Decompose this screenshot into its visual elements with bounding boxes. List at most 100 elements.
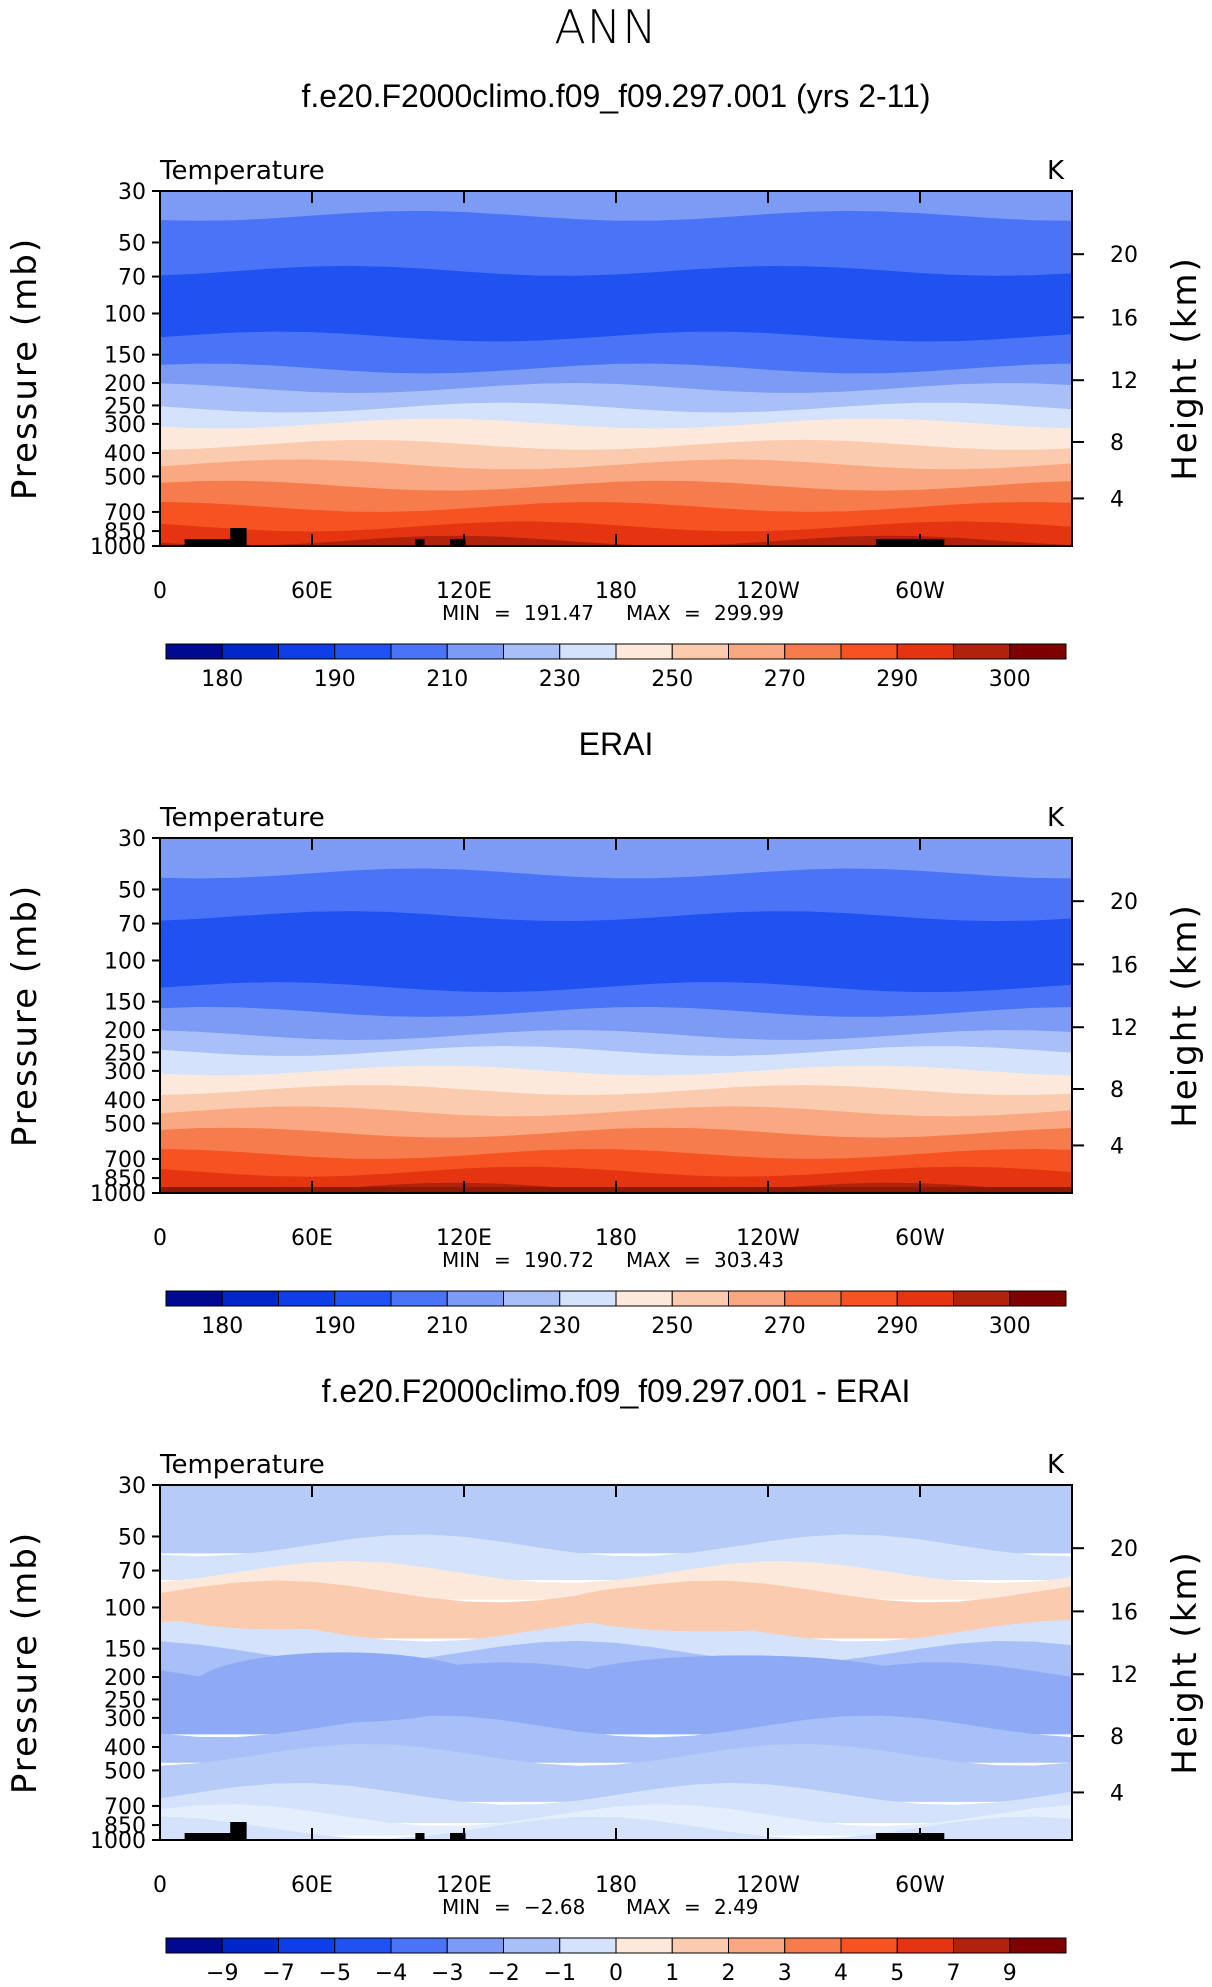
colorbar-cell [896, 643, 954, 660]
colorbar-cell [559, 643, 617, 660]
colorbar-cell [671, 1937, 729, 1954]
cool-anomaly-west [192, 1652, 493, 1723]
pressure-tick-label: 400 [104, 1089, 146, 1114]
topography-block [450, 1833, 466, 1840]
contour-field [160, 191, 1072, 546]
colorbar-cell [615, 1290, 673, 1307]
colorbar-label: 230 [539, 667, 581, 692]
contour-band-4 [160, 1007, 1072, 1044]
lon-tick-label: 120W [736, 579, 800, 604]
colorbar-label: 3 [778, 1961, 792, 1986]
topography-block [184, 1833, 236, 1840]
pressure-tick-label: 400 [104, 1736, 146, 1761]
max-equals: = [684, 601, 701, 625]
colorbar-label: −7 [262, 1961, 294, 1986]
colorbar-cell [896, 1290, 954, 1307]
lon-tick-label: 0 [153, 579, 167, 604]
units-label: K [1047, 156, 1065, 186]
colorbar-label: 2 [722, 1961, 736, 1986]
lon-tick-label: 180 [595, 1226, 637, 1251]
pressure-tick-label: 250 [104, 394, 146, 419]
lon-tick-label: 180 [595, 579, 637, 604]
colorbar-label: 190 [314, 1314, 356, 1339]
colorbar-cell [334, 1290, 392, 1307]
colorbar-cell [615, 1937, 673, 1954]
min-equals: = [494, 1248, 511, 1272]
contour-band-10 [160, 1127, 1072, 1162]
pressure-tick-label: 50 [118, 878, 146, 903]
panel-1: 3050701001502002503004005007008501000201… [5, 156, 1205, 692]
min-value: 191.47 [524, 601, 594, 625]
height-tick-label: 16 [1110, 953, 1138, 978]
max-label: MAX [626, 1248, 671, 1272]
contour-band-4 [160, 1619, 1072, 1660]
colorbar-cell [165, 1290, 223, 1307]
pressure-tick-label: 250 [104, 1688, 146, 1713]
panel-2-title: ERAI [578, 726, 654, 762]
pressure-tick-label: 700 [104, 1148, 146, 1173]
topography-block [875, 1833, 945, 1840]
colorbar-cell [784, 643, 842, 660]
colorbar-label: 210 [426, 1314, 468, 1339]
max-value: 299.99 [714, 601, 784, 625]
pressure-tick-label: 100 [104, 1596, 146, 1621]
colorbar-label: 9 [1003, 1961, 1017, 1986]
colorbar-cell [390, 643, 448, 660]
lon-tick-label: 120E [436, 1226, 492, 1251]
colorbar-label: −4 [375, 1961, 407, 1986]
colorbar-cell [165, 1937, 223, 1954]
colorbar-cell [446, 1937, 504, 1954]
colorbar-label: 4 [834, 1961, 848, 1986]
max-value: 303.43 [714, 1248, 784, 1272]
min-equals: = [494, 601, 511, 625]
colorbar-cell [165, 643, 223, 660]
pressure-tick-label: 500 [104, 1112, 146, 1137]
pressure-tick-label: 200 [104, 1019, 146, 1044]
height-tick-label: 4 [1110, 487, 1124, 512]
lon-tick-label: 180 [595, 1873, 637, 1898]
colorbar-cell [503, 1937, 561, 1954]
colorbar-cell [278, 643, 336, 660]
colorbar-cell [784, 1937, 842, 1954]
topography-block [450, 539, 466, 546]
min-label: MIN [442, 601, 480, 625]
contour-band-2 [160, 265, 1072, 345]
colorbar-cell [278, 1290, 336, 1307]
colorbar-cell [334, 1937, 392, 1954]
panel-3: 3050701001502002503004005007008501000201… [5, 1450, 1205, 1986]
contour-band-13 [160, 535, 1072, 546]
lon-tick-label: 120E [436, 1873, 492, 1898]
colorbar-label: 300 [989, 1314, 1031, 1339]
variable-label: Temperature [159, 156, 325, 186]
height-tick-label: 4 [1110, 1134, 1124, 1159]
colorbar-cell [278, 1937, 336, 1954]
pressure-tick-label: 850 [104, 1814, 146, 1839]
colorbar-cell [221, 1290, 279, 1307]
colorbar-cell [559, 1290, 617, 1307]
max-label: MAX [626, 1895, 671, 1919]
pressure-tick-label: 1000 [90, 535, 146, 560]
height-tick-label: 20 [1110, 1537, 1138, 1562]
panel-3-title: f.e20.F2000climo.f09_f09.297.001 - ERAI [321, 1373, 911, 1409]
height-tick-label: 8 [1110, 1725, 1124, 1750]
pressure-tick-label: 30 [118, 180, 146, 205]
topography-block [184, 539, 236, 546]
max-equals: = [684, 1248, 701, 1272]
pressure-tick-label: 150 [104, 344, 146, 369]
colorbar-label: −9 [206, 1961, 238, 1986]
warm-anomaly-west [160, 1585, 404, 1630]
contour-band-4 [160, 363, 1072, 397]
height-tick-label: 20 [1110, 890, 1138, 915]
pressure-tick-label: 250 [104, 1041, 146, 1066]
topography-block [230, 1822, 247, 1840]
colorbar-cell [671, 643, 729, 660]
colorbar-cell [1009, 643, 1067, 660]
contour-band-11 [160, 502, 1072, 535]
max-equals: = [684, 1895, 701, 1919]
ylabel-right: Height (km) [1165, 1550, 1205, 1775]
ylabel-right: Height (km) [1165, 903, 1205, 1128]
colorbar-label: 190 [314, 667, 356, 692]
min-value: −2.68 [524, 1895, 585, 1919]
contour-band-9 [160, 1782, 1072, 1824]
